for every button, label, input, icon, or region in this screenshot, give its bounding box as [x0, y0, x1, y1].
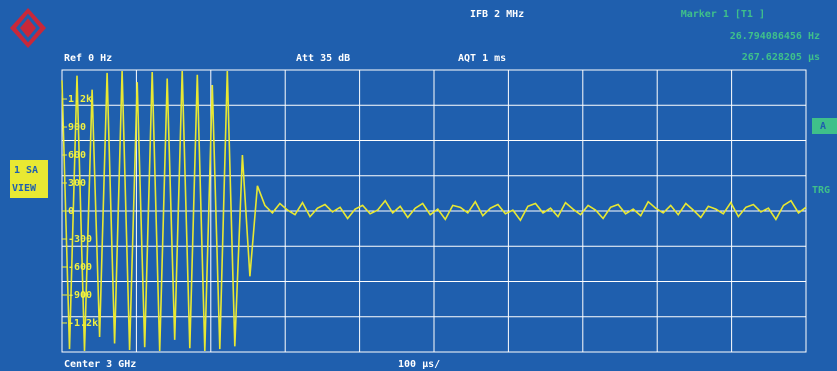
y-tick-label: -300: [68, 234, 92, 245]
trace-mode: 1 SA: [14, 165, 38, 176]
aqt-label: AQT 1 ms: [458, 53, 506, 64]
span-label: 100 µs/: [398, 359, 440, 370]
ref-label: Ref 0 Hz: [64, 53, 112, 64]
y-tick-label: 900: [68, 122, 86, 133]
logo: [10, 8, 46, 48]
a-label: A: [820, 121, 826, 132]
marker-frequency: 26.794086456 Hz: [730, 31, 820, 42]
a-badge: [812, 118, 837, 134]
trace: [61, 70, 807, 352]
y-tick-label: 300: [68, 178, 86, 189]
view-mode: VIEW: [12, 183, 37, 194]
y-tick-label: -1.2k: [68, 318, 98, 329]
marker-time: 267.628205 µs: [742, 52, 820, 63]
center-label: Center 3 GHz: [64, 359, 136, 370]
y-tick-label: -600: [68, 262, 92, 273]
y-tick-label: 1.2k: [68, 94, 92, 105]
marker-label: Marker 1 [T1 ]: [681, 9, 765, 20]
y-tick-label: 600: [68, 150, 86, 161]
trg-label: TRG: [812, 185, 830, 196]
y-tick-label: -900: [68, 290, 92, 301]
y-tick-label: 0: [68, 206, 74, 217]
plot-area: 1.2k 900 600 300 0 -300 -600 -900 -1.2k: [61, 69, 807, 353]
trace-badge: [10, 160, 48, 198]
att-label: Att 35 dB: [296, 53, 350, 64]
rbw-label: IFB 2 MHz: [470, 9, 524, 20]
